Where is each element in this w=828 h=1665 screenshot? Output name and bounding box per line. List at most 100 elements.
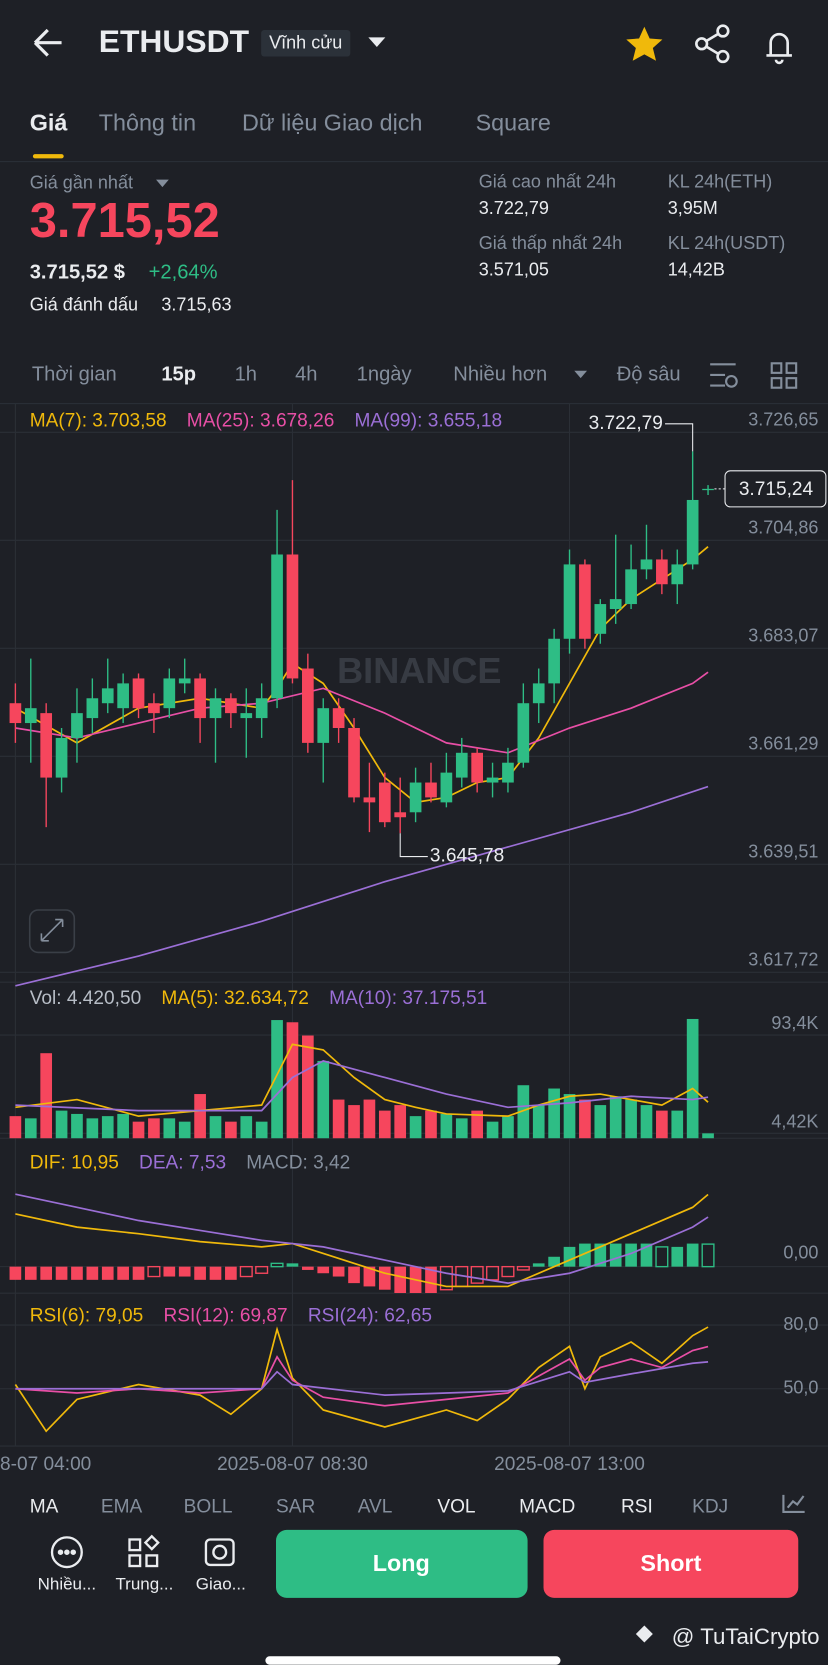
indicator-line bbox=[14, 1326, 709, 1433]
candle-body bbox=[332, 708, 345, 729]
share[interactable] bbox=[695, 24, 730, 64]
indicator[interactable]: VOL bbox=[437, 1497, 475, 1518]
volume-bar bbox=[609, 1096, 622, 1139]
tab-indicator bbox=[32, 154, 64, 159]
legend-value: 3.703,58 bbox=[92, 411, 166, 432]
last-price-tag bbox=[724, 470, 827, 508]
volume-bar bbox=[656, 1110, 668, 1139]
candle-body bbox=[471, 752, 483, 783]
volume-bar bbox=[24, 1118, 37, 1139]
candle-body bbox=[255, 698, 268, 719]
tab[interactable]: Dữ liệu Giao dịch bbox=[242, 110, 422, 136]
action-label[interactable]: Giao... bbox=[196, 1575, 246, 1594]
interval[interactable]: Thời gian bbox=[32, 363, 117, 385]
last-price-label: 3.715,24 bbox=[739, 479, 814, 500]
indicator[interactable]: SAR bbox=[276, 1497, 315, 1518]
interval[interactable]: 1ngày bbox=[357, 363, 413, 385]
macd-bar bbox=[439, 1265, 453, 1291]
layout-icon[interactable] bbox=[770, 362, 798, 389]
interval[interactable]: 1h bbox=[235, 363, 257, 385]
candle-body bbox=[9, 703, 22, 724]
indicator-line bbox=[15, 1361, 709, 1396]
y-tick-label: 3.704,86 bbox=[748, 517, 818, 537]
legend-item: MA(99): 3.655,18 bbox=[355, 411, 503, 432]
stat-value: 3,95M bbox=[668, 198, 718, 218]
volume-bar bbox=[117, 1113, 129, 1139]
x-tick-label: 8-07 04:00 bbox=[0, 1454, 91, 1475]
indicator[interactable]: EMA bbox=[101, 1497, 143, 1518]
volume-bar bbox=[40, 1053, 53, 1139]
price-label: Giá gần nhất bbox=[30, 173, 133, 193]
action-label[interactable]: Nhiều... bbox=[38, 1575, 96, 1594]
volume-bar bbox=[517, 1085, 530, 1139]
legend-value: 32.634,72 bbox=[224, 988, 309, 1009]
indicator[interactable]: MA bbox=[30, 1497, 59, 1518]
indicator[interactable]: MACD bbox=[519, 1497, 575, 1518]
interval[interactable]: 15p bbox=[161, 363, 196, 385]
more-dropdown[interactable] bbox=[574, 370, 588, 379]
volume-bar bbox=[286, 1022, 299, 1139]
volume-bar bbox=[86, 1118, 99, 1139]
interval[interactable]: Độ sâu bbox=[617, 363, 681, 385]
tab[interactable]: Giá bbox=[30, 110, 69, 136]
legend-name: DEA: bbox=[139, 1153, 184, 1174]
volume-bar bbox=[394, 1105, 407, 1139]
candle-body bbox=[194, 678, 206, 719]
long-label[interactable]: Long bbox=[373, 1550, 430, 1576]
macd-bar bbox=[671, 1246, 684, 1267]
symbol-dropdown[interactable] bbox=[368, 37, 386, 47]
indicator[interactable]: AVL bbox=[358, 1497, 393, 1518]
indicator-settings[interactable] bbox=[782, 1494, 805, 1513]
short-button[interactable] bbox=[543, 1529, 799, 1598]
candle-body bbox=[594, 604, 607, 634]
interval[interactable]: 4h bbox=[295, 363, 317, 385]
candle-body bbox=[40, 713, 53, 778]
expand-button[interactable] bbox=[28, 909, 76, 954]
legend-value: 69,87 bbox=[240, 1306, 288, 1327]
candle-body bbox=[686, 499, 699, 565]
volume-bar bbox=[579, 1099, 591, 1139]
annotation: 3.722,79 bbox=[589, 413, 663, 434]
macd-bar bbox=[378, 1266, 391, 1290]
badge-bg bbox=[261, 29, 351, 57]
volume-bar bbox=[409, 1116, 422, 1139]
short-label[interactable]: Short bbox=[640, 1550, 701, 1576]
candle-body bbox=[563, 564, 576, 639]
volume-bar bbox=[502, 1116, 514, 1139]
macd-bar bbox=[640, 1243, 653, 1267]
macd-bar bbox=[9, 1266, 22, 1280]
legend-name: RSI(6): bbox=[30, 1306, 90, 1327]
settings-icon[interactable] bbox=[710, 363, 738, 388]
candle-body bbox=[609, 599, 622, 610]
notifications[interactable] bbox=[766, 32, 792, 65]
macd-bar bbox=[239, 1265, 253, 1278]
long-button[interactable] bbox=[276, 1529, 528, 1598]
volume-bar bbox=[178, 1121, 191, 1139]
candle-body bbox=[86, 698, 99, 719]
macd-bar bbox=[255, 1265, 269, 1274]
legend-name: MACD: bbox=[246, 1153, 308, 1174]
price-label-dropdown[interactable] bbox=[156, 179, 169, 188]
volume-bar bbox=[440, 1113, 453, 1139]
tab[interactable]: Square bbox=[476, 110, 551, 136]
macd-bar bbox=[348, 1266, 360, 1284]
tab[interactable]: Thông tin bbox=[99, 110, 196, 136]
volume-bar bbox=[363, 1099, 376, 1139]
macd-bar bbox=[71, 1266, 83, 1280]
legend-name: MA(99): bbox=[355, 411, 423, 432]
indicator[interactable]: BOLL bbox=[184, 1497, 233, 1518]
macd-bar bbox=[270, 1262, 284, 1268]
macd-bar bbox=[302, 1266, 314, 1270]
candle-body bbox=[271, 554, 283, 699]
macd-bar bbox=[625, 1243, 637, 1267]
indicator[interactable]: KDJ bbox=[692, 1497, 728, 1518]
favorite[interactable] bbox=[626, 26, 663, 61]
y-tick-label: 3.683,07 bbox=[748, 625, 818, 645]
chart-area: 8-07 04:00 2025-08-07 08:30 2025-08-07 13:… bbox=[0, 403, 828, 1475]
back-button[interactable] bbox=[33, 28, 62, 57]
interval[interactable]: Nhiều hơn bbox=[453, 363, 547, 385]
indicator[interactable]: RSI bbox=[621, 1497, 653, 1518]
action-label[interactable]: Trung... bbox=[115, 1575, 173, 1594]
y-tick-label: 3.639,51 bbox=[748, 841, 818, 861]
